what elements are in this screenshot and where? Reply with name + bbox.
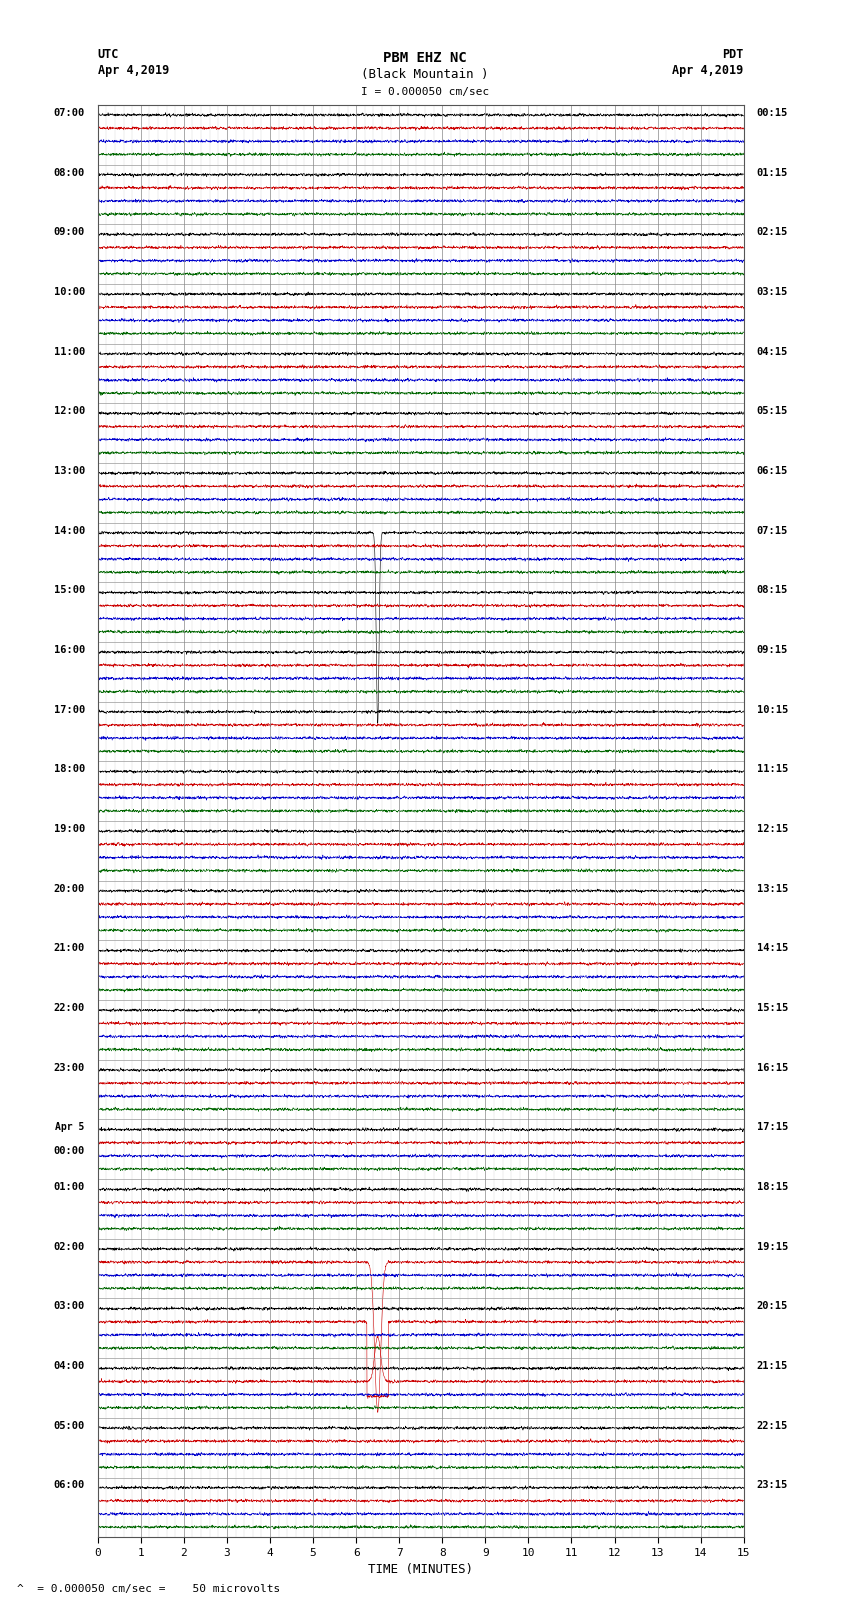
- Text: 17:15: 17:15: [756, 1123, 788, 1132]
- Text: 12:15: 12:15: [756, 824, 788, 834]
- Text: 05:00: 05:00: [54, 1421, 85, 1431]
- Text: 15:15: 15:15: [756, 1003, 788, 1013]
- Text: 14:00: 14:00: [54, 526, 85, 536]
- Text: Apr 4,2019: Apr 4,2019: [672, 65, 744, 77]
- Text: 21:15: 21:15: [756, 1361, 788, 1371]
- Text: 14:15: 14:15: [756, 944, 788, 953]
- Text: 13:15: 13:15: [756, 884, 788, 894]
- Text: 21:00: 21:00: [54, 944, 85, 953]
- Text: 10:15: 10:15: [756, 705, 788, 715]
- Text: UTC: UTC: [98, 48, 119, 61]
- Text: 00:00: 00:00: [54, 1147, 85, 1157]
- Text: 23:15: 23:15: [756, 1481, 788, 1490]
- Text: Apr 5: Apr 5: [55, 1123, 85, 1132]
- Text: 20:15: 20:15: [756, 1302, 788, 1311]
- Text: 16:15: 16:15: [756, 1063, 788, 1073]
- X-axis label: TIME (MINUTES): TIME (MINUTES): [368, 1563, 473, 1576]
- Text: I = 0.000050 cm/sec: I = 0.000050 cm/sec: [361, 87, 489, 97]
- Text: 04:00: 04:00: [54, 1361, 85, 1371]
- Text: 00:15: 00:15: [756, 108, 788, 118]
- Text: 06:15: 06:15: [756, 466, 788, 476]
- Text: 12:00: 12:00: [54, 406, 85, 416]
- Text: 03:00: 03:00: [54, 1302, 85, 1311]
- Text: 03:15: 03:15: [756, 287, 788, 297]
- Text: 22:15: 22:15: [756, 1421, 788, 1431]
- Text: 01:15: 01:15: [756, 168, 788, 177]
- Text: 23:00: 23:00: [54, 1063, 85, 1073]
- Text: 19:00: 19:00: [54, 824, 85, 834]
- Text: Apr 4,2019: Apr 4,2019: [98, 65, 169, 77]
- Text: 07:15: 07:15: [756, 526, 788, 536]
- Text: 10:00: 10:00: [54, 287, 85, 297]
- Text: 09:00: 09:00: [54, 227, 85, 237]
- Text: 08:00: 08:00: [54, 168, 85, 177]
- Text: 11:15: 11:15: [756, 765, 788, 774]
- Text: 08:15: 08:15: [756, 586, 788, 595]
- Text: (Black Mountain ): (Black Mountain ): [361, 68, 489, 81]
- Text: 05:15: 05:15: [756, 406, 788, 416]
- Text: 01:00: 01:00: [54, 1182, 85, 1192]
- Text: PBM EHZ NC: PBM EHZ NC: [383, 50, 467, 65]
- Text: 02:00: 02:00: [54, 1242, 85, 1252]
- Text: 06:00: 06:00: [54, 1481, 85, 1490]
- Text: ^  = 0.000050 cm/sec =    50 microvolts: ^ = 0.000050 cm/sec = 50 microvolts: [17, 1584, 280, 1594]
- Text: 18:15: 18:15: [756, 1182, 788, 1192]
- Text: PDT: PDT: [722, 48, 744, 61]
- Text: 17:00: 17:00: [54, 705, 85, 715]
- Text: 19:15: 19:15: [756, 1242, 788, 1252]
- Text: 16:00: 16:00: [54, 645, 85, 655]
- Text: 15:00: 15:00: [54, 586, 85, 595]
- Text: 09:15: 09:15: [756, 645, 788, 655]
- Text: 22:00: 22:00: [54, 1003, 85, 1013]
- Text: 02:15: 02:15: [756, 227, 788, 237]
- Text: 20:00: 20:00: [54, 884, 85, 894]
- Text: 18:00: 18:00: [54, 765, 85, 774]
- Text: 11:00: 11:00: [54, 347, 85, 356]
- Text: 13:00: 13:00: [54, 466, 85, 476]
- Text: 04:15: 04:15: [756, 347, 788, 356]
- Text: 07:00: 07:00: [54, 108, 85, 118]
